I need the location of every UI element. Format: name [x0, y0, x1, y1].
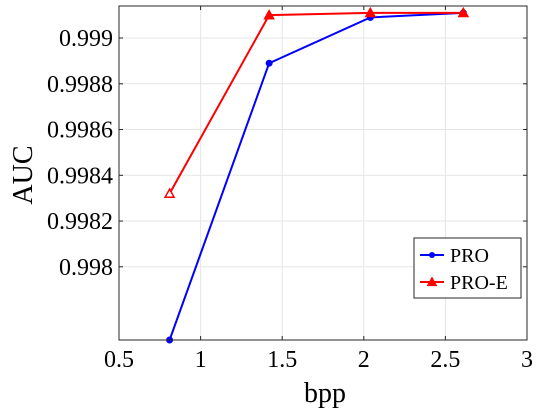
x-tick-label: 3 — [521, 347, 533, 373]
data-point-pro-e — [457, 6, 470, 18]
data-point-pro-e — [163, 187, 176, 198]
legend: PRO PRO-E — [413, 237, 522, 299]
legend-marker-pro — [429, 252, 435, 258]
legend-label-pro: PRO — [450, 245, 489, 267]
y-tick-label: 0.9988 — [47, 72, 113, 98]
y-tick-label: 0.9984 — [47, 163, 113, 189]
legend-marker-pro-e — [426, 276, 438, 287]
legend-label-pro-e: PRO-E — [450, 272, 508, 294]
x-tick-label: 1 — [195, 347, 207, 373]
series-line-pro — [168, 11, 464, 341]
data-point-pro — [265, 59, 273, 67]
legend-box — [413, 237, 522, 299]
y-axis-label: AUC — [8, 145, 39, 204]
y-tick-label: 0.9986 — [47, 118, 113, 144]
y-tick-label: 0.998 — [59, 255, 113, 281]
data-point-pro-e — [263, 9, 275, 20]
x-tick-label: 0.5 — [104, 347, 134, 373]
plot-frame — [118, 5, 528, 341]
axes — [118, 5, 528, 341]
series-line-pro-e — [168, 11, 464, 195]
tick-labels: 0.5 1 1.5 2 2.5 3 0.998 0.9982 0.9984 0.9986 0.998… — [47, 26, 533, 373]
data-point-pro-e — [364, 6, 377, 18]
x-tick-label: 1.5 — [267, 347, 297, 373]
y-tick-label: 0.9982 — [47, 209, 113, 235]
x-tick-label: 2.5 — [430, 347, 460, 373]
x-axis-label: bpp — [304, 378, 346, 409]
series-layer — [163, 6, 470, 344]
y-tick-label: 0.999 — [59, 26, 113, 52]
x-tick-label: 2 — [358, 347, 370, 373]
